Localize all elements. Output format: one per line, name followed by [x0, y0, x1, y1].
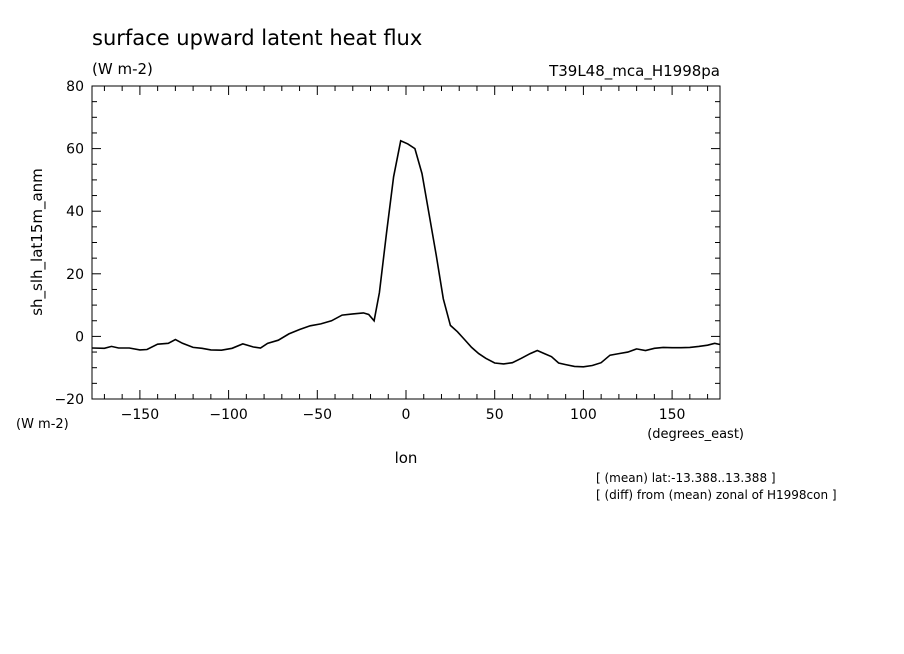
x-axis-units: (degrees_east) — [647, 427, 744, 442]
chart-title: surface upward latent heat flux — [92, 26, 422, 50]
x-tick-label: −100 — [209, 407, 247, 423]
y-axis-label: sh_slh_lat15m_anm — [28, 168, 47, 316]
y-tick-label: 0 — [75, 329, 84, 345]
y-tick-label: 20 — [66, 267, 84, 283]
y-tick-label: −20 — [54, 392, 84, 408]
y-axis-units: (W m-2) — [16, 417, 69, 432]
y-tick-label: 80 — [66, 79, 84, 95]
y-tick-label: 40 — [66, 204, 84, 220]
series-line — [91, 139, 721, 368]
x-tick-label: 50 — [486, 407, 504, 423]
y-axis — [92, 85, 720, 400]
x-tick-label: −50 — [303, 407, 333, 423]
note-diff: [ (diff) from (mean) zonal of H1998con ] — [596, 488, 837, 502]
x-tick-label: −150 — [121, 407, 159, 423]
x-axis — [103, 86, 709, 399]
y-tick-label: 60 — [66, 142, 84, 158]
x-axis-label: lon — [395, 449, 418, 467]
x-tick-label: 0 — [402, 407, 411, 423]
x-tick-labels: −150 −100 −50 0 50 100 150 — [121, 407, 686, 423]
note-mean-lat: [ (mean) lat:-13.388..13.388 ] — [596, 471, 776, 485]
experiment-label: T39L48_mca_H1998pa — [548, 62, 720, 81]
title-units: (W m-2) — [92, 60, 153, 78]
x-tick-label: 100 — [570, 407, 597, 423]
x-tick-label: 150 — [659, 407, 686, 423]
y-tick-labels: −20 0 20 40 60 80 — [54, 79, 84, 408]
